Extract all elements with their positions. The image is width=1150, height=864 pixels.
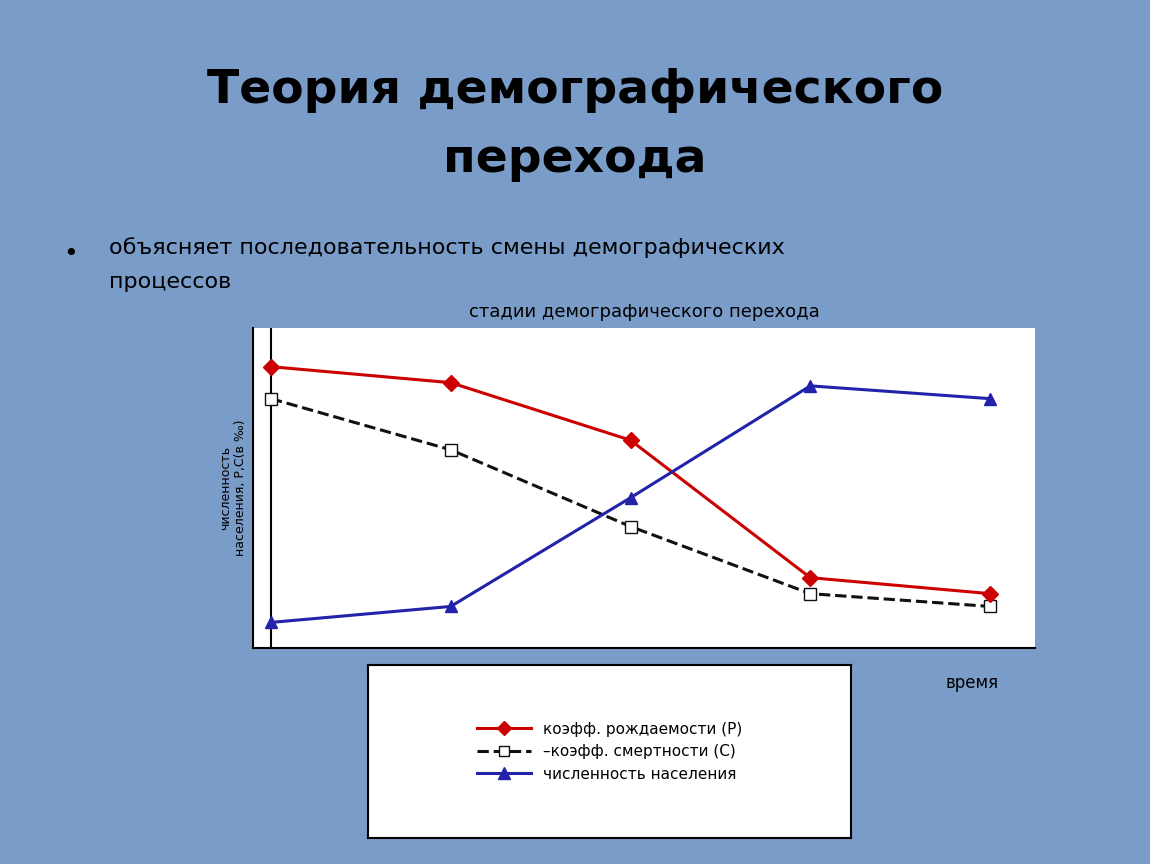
Title: стадии демографического перехода: стадии демографического перехода <box>469 303 819 321</box>
Legend: коэфф. рождаемости (Р), –коэфф. смертности (С), численность населения: коэфф. рождаемости (Р), –коэфф. смертнос… <box>459 703 760 800</box>
Text: Теория демографического: Теория демографического <box>207 68 943 113</box>
Text: перехода: перехода <box>443 137 707 182</box>
X-axis label: время: время <box>946 674 999 691</box>
Text: объясняет последовательность смены демографических: объясняет последовательность смены демог… <box>109 238 785 258</box>
Text: •: • <box>63 242 78 266</box>
Y-axis label: численность
населения, Р,С(в ‰): численность населения, Р,С(в ‰) <box>220 420 247 556</box>
Text: процессов: процессов <box>109 272 231 292</box>
